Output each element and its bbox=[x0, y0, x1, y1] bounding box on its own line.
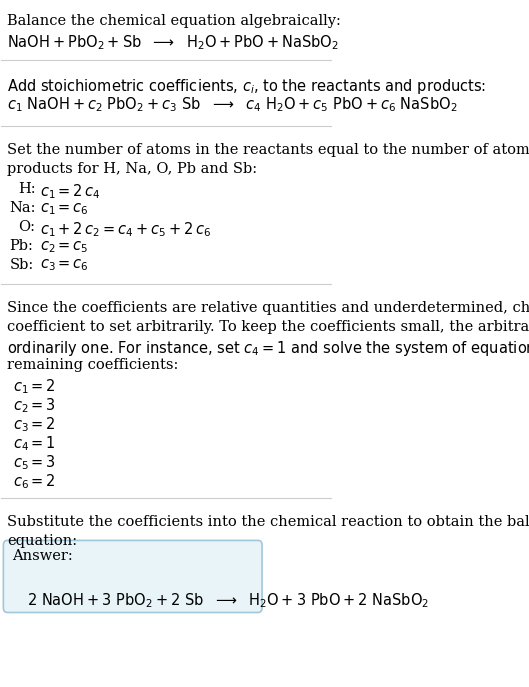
Text: ordinarily one. For instance, set $c_4 = 1$ and solve the system of equations fo: ordinarily one. For instance, set $c_4 =… bbox=[7, 339, 529, 359]
Text: Set the number of atoms in the reactants equal to the number of atoms in the: Set the number of atoms in the reactants… bbox=[7, 143, 529, 157]
Text: Pb:: Pb: bbox=[10, 239, 33, 253]
Text: products for H, Na, O, Pb and Sb:: products for H, Na, O, Pb and Sb: bbox=[7, 162, 258, 176]
Text: remaining coefficients:: remaining coefficients: bbox=[7, 359, 179, 372]
Text: $c_4 = 1$: $c_4 = 1$ bbox=[13, 434, 56, 453]
Text: $2\ \mathrm{NaOH} + 3\ \mathrm{PbO_2} + 2\ \mathrm{Sb}\ \ \longrightarrow\ \ \ma: $2\ \mathrm{NaOH} + 3\ \mathrm{PbO_2} + … bbox=[27, 592, 430, 610]
Text: $c_2 = c_5$: $c_2 = c_5$ bbox=[40, 239, 89, 254]
Text: H:: H: bbox=[19, 182, 36, 196]
Text: $c_3 = 2$: $c_3 = 2$ bbox=[13, 415, 56, 434]
Text: Sb:: Sb: bbox=[10, 258, 34, 272]
Text: $c_5 = 3$: $c_5 = 3$ bbox=[13, 453, 56, 472]
FancyBboxPatch shape bbox=[3, 541, 262, 613]
Text: $c_1 = 2\,c_4$: $c_1 = 2\,c_4$ bbox=[40, 182, 101, 201]
Text: $\mathrm{NaOH + PbO_2 + Sb\ \ \longrightarrow\ \ H_2O + PbO + NaSbO_2}$: $\mathrm{NaOH + PbO_2 + Sb\ \ \longright… bbox=[7, 33, 339, 52]
Text: $c_2 = 3$: $c_2 = 3$ bbox=[13, 396, 56, 415]
Text: $c_1 = c_6$: $c_1 = c_6$ bbox=[40, 201, 89, 216]
Text: O:: O: bbox=[19, 220, 35, 234]
Text: Balance the chemical equation algebraically:: Balance the chemical equation algebraica… bbox=[7, 14, 341, 28]
Text: Add stoichiometric coefficients, $c_i$, to the reactants and products:: Add stoichiometric coefficients, $c_i$, … bbox=[7, 77, 487, 95]
Text: $c_1\ \mathrm{NaOH} + c_2\ \mathrm{PbO_2} + c_3\ \mathrm{Sb}\ \ \longrightarrow\: $c_1\ \mathrm{NaOH} + c_2\ \mathrm{PbO_2… bbox=[7, 95, 458, 114]
Text: $c_3 = c_6$: $c_3 = c_6$ bbox=[40, 258, 89, 273]
Text: Answer:: Answer: bbox=[12, 549, 73, 563]
Text: $c_1 + 2\,c_2 = c_4 + c_5 + 2\,c_6$: $c_1 + 2\,c_2 = c_4 + c_5 + 2\,c_6$ bbox=[40, 220, 212, 238]
Text: Substitute the coefficients into the chemical reaction to obtain the balanced: Substitute the coefficients into the che… bbox=[7, 515, 529, 529]
Text: Since the coefficients are relative quantities and underdetermined, choose a: Since the coefficients are relative quan… bbox=[7, 302, 529, 315]
Text: coefficient to set arbitrarily. To keep the coefficients small, the arbitrary va: coefficient to set arbitrarily. To keep … bbox=[7, 320, 529, 335]
Text: Na:: Na: bbox=[10, 201, 36, 215]
Text: equation:: equation: bbox=[7, 534, 77, 548]
Text: $c_1 = 2$: $c_1 = 2$ bbox=[13, 377, 56, 396]
Text: $c_6 = 2$: $c_6 = 2$ bbox=[13, 472, 56, 491]
